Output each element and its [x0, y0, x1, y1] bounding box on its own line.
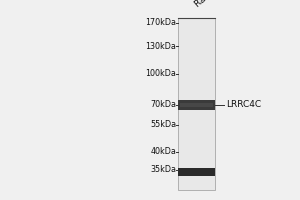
Text: 170kDa: 170kDa	[146, 18, 176, 27]
Bar	[180, 103, 213, 107]
Text: LRRC4C: LRRC4C	[226, 100, 262, 109]
Bar	[178, 168, 215, 176]
Text: 35kDa: 35kDa	[151, 165, 176, 174]
Text: 70kDa: 70kDa	[151, 100, 176, 109]
Text: Rat eye: Rat eye	[194, 0, 226, 9]
Text: 55kDa: 55kDa	[150, 120, 176, 129]
Text: 40kDa: 40kDa	[151, 147, 176, 156]
Bar	[178, 100, 215, 110]
Text: 130kDa: 130kDa	[146, 42, 176, 51]
Bar	[178, 18, 215, 190]
Text: 100kDa: 100kDa	[146, 69, 176, 78]
